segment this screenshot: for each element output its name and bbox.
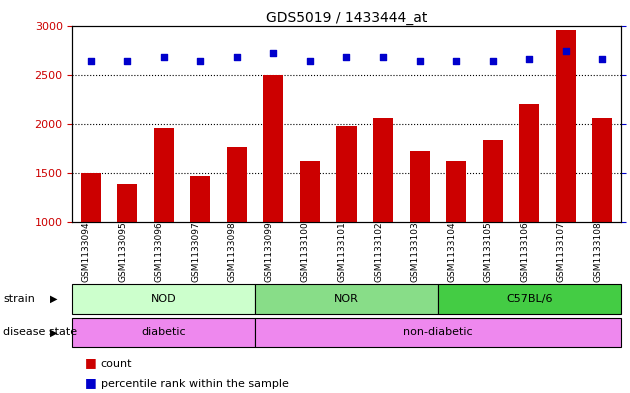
- Point: [232, 54, 242, 60]
- Text: count: count: [101, 360, 132, 369]
- Point: [524, 56, 534, 62]
- Bar: [336, 126, 357, 222]
- Point: [415, 58, 425, 64]
- Bar: [117, 184, 137, 222]
- Text: GSM1133094: GSM1133094: [82, 221, 91, 282]
- Point: [86, 58, 96, 64]
- Bar: [592, 118, 612, 222]
- Text: GSM1133106: GSM1133106: [520, 221, 529, 282]
- Text: diabetic: diabetic: [142, 327, 186, 338]
- Text: C57BL/6: C57BL/6: [506, 294, 553, 304]
- Text: GSM1133102: GSM1133102: [374, 221, 383, 282]
- Text: GSM1133097: GSM1133097: [192, 221, 200, 282]
- Text: GSM1133101: GSM1133101: [338, 221, 346, 282]
- Text: GSM1133100: GSM1133100: [301, 221, 310, 282]
- Bar: [263, 75, 284, 222]
- Text: NOR: NOR: [334, 294, 359, 304]
- Text: GSM1133103: GSM1133103: [411, 221, 420, 282]
- Point: [305, 58, 315, 64]
- Bar: [72, 318, 255, 347]
- Text: GSM1133098: GSM1133098: [228, 221, 237, 282]
- Text: ■: ■: [85, 376, 97, 389]
- Bar: [446, 161, 466, 222]
- Bar: [81, 173, 101, 222]
- Bar: [300, 161, 320, 222]
- Bar: [556, 30, 576, 222]
- Text: percentile rank within the sample: percentile rank within the sample: [101, 379, 289, 389]
- Text: ▶: ▶: [50, 294, 57, 304]
- Text: GSM1133096: GSM1133096: [155, 221, 164, 282]
- Text: ■: ■: [85, 356, 97, 369]
- Point: [195, 58, 205, 64]
- Point: [378, 54, 388, 60]
- Bar: [519, 104, 539, 222]
- Bar: [72, 284, 255, 314]
- Text: GSM1133108: GSM1133108: [593, 221, 602, 282]
- Text: disease state: disease state: [3, 327, 77, 338]
- Bar: [483, 140, 503, 222]
- Bar: [154, 128, 174, 222]
- Text: GSM1133099: GSM1133099: [265, 221, 273, 282]
- Point: [159, 54, 169, 60]
- Bar: [227, 147, 247, 222]
- Text: non-diabetic: non-diabetic: [403, 327, 472, 338]
- Text: ▶: ▶: [50, 327, 57, 338]
- Text: GSM1133107: GSM1133107: [557, 221, 566, 282]
- Bar: [255, 318, 621, 347]
- Text: GSM1133095: GSM1133095: [118, 221, 127, 282]
- Bar: [255, 284, 438, 314]
- Point: [341, 54, 352, 60]
- Bar: [438, 284, 621, 314]
- Text: NOD: NOD: [151, 294, 176, 304]
- Bar: [410, 151, 430, 222]
- Title: GDS5019 / 1433444_at: GDS5019 / 1433444_at: [266, 11, 427, 24]
- Point: [597, 56, 607, 62]
- Point: [451, 58, 461, 64]
- Text: strain: strain: [3, 294, 35, 304]
- Point: [268, 50, 278, 56]
- Bar: [190, 176, 210, 222]
- Text: GSM1133105: GSM1133105: [484, 221, 493, 282]
- Point: [488, 58, 498, 64]
- Text: GSM1133104: GSM1133104: [447, 221, 456, 282]
- Point: [122, 58, 132, 64]
- Bar: [373, 118, 393, 222]
- Point: [561, 48, 571, 54]
